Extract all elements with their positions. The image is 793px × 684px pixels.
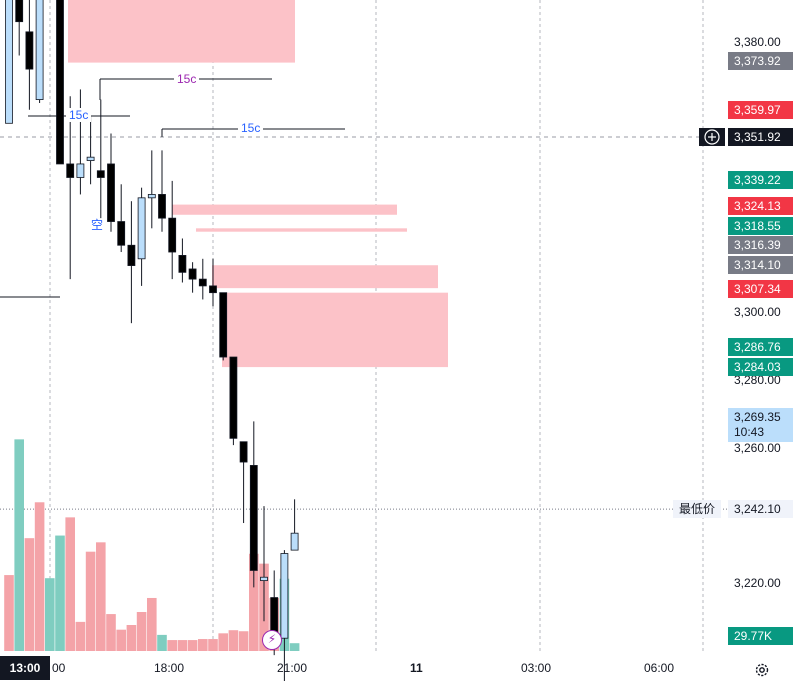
supply-zone <box>68 0 295 63</box>
price-tick: 3,380.00 <box>734 35 781 49</box>
supply-zone <box>196 228 407 232</box>
crosshair-price-label: 3,351.92 <box>728 128 793 146</box>
volume-bar <box>75 621 86 651</box>
candle-down <box>178 255 187 273</box>
volume-bar <box>14 439 24 651</box>
volume-bar <box>85 551 96 651</box>
price-tick: 3,300.00 <box>734 305 781 319</box>
candle-down <box>188 268 197 280</box>
candle-down <box>158 194 166 219</box>
candle-up <box>86 156 95 161</box>
candle-up <box>147 194 156 199</box>
last-price-value: 3,269.35 <box>734 410 781 424</box>
candle-up <box>76 163 85 178</box>
time-axis[interactable] <box>0 653 728 681</box>
volume-bar <box>116 629 126 651</box>
volume-bar <box>147 597 157 651</box>
timeframe-label-c: 15c <box>66 108 92 122</box>
volume-bar <box>228 630 239 651</box>
timeframe-label-a: 15c <box>174 72 200 86</box>
plus-circle-icon[interactable] <box>699 128 725 146</box>
candle-down <box>229 356 238 439</box>
volume-bar <box>218 633 228 651</box>
volume-bar <box>55 535 65 651</box>
volume-bar <box>238 631 249 651</box>
candle-up <box>280 553 289 639</box>
volume-bar <box>136 612 147 651</box>
volume-bar <box>187 640 198 651</box>
time-tick: 21:00 <box>277 661 308 675</box>
volume-bar <box>106 614 116 651</box>
candle-up <box>35 0 44 100</box>
volume-bar <box>157 634 167 651</box>
volume-bar <box>4 575 14 651</box>
price-label: 3,314.10 <box>728 256 793 274</box>
candle-down <box>96 170 105 178</box>
candle-down <box>249 465 258 571</box>
last-price-label: 3,269.35 10:43 <box>728 408 793 442</box>
volume-bar <box>208 639 218 651</box>
volume-bar <box>96 542 106 651</box>
time-tick: 11 <box>410 661 423 675</box>
time-tick: 18:00 <box>154 661 185 675</box>
candle-down <box>15 0 24 23</box>
price-label: 3,339.22 <box>728 171 793 189</box>
price-label: 3,359.97 <box>728 101 793 119</box>
volume-bar <box>198 639 208 651</box>
price-label: 3,318.55 <box>728 217 793 235</box>
price-label: 3,373.92 <box>728 52 793 70</box>
current-time-label: 13:00 <box>0 656 50 680</box>
gear-icon[interactable] <box>753 661 771 679</box>
short-note-label: 空 <box>91 218 104 232</box>
volume-bar <box>177 640 188 651</box>
candle-down <box>107 163 115 222</box>
candle-up <box>137 197 146 260</box>
candle-up <box>260 576 268 582</box>
time-tick: 00 <box>52 661 66 675</box>
volume-label: 29.77K <box>728 627 793 645</box>
candle-down <box>219 292 228 358</box>
volume-bar <box>24 538 35 651</box>
volume-bar <box>45 578 55 651</box>
candle-down <box>127 244 136 266</box>
price-label: 3,284.03 <box>728 358 793 376</box>
volume-bar <box>289 643 300 651</box>
candle-up <box>290 532 299 551</box>
supply-zone <box>222 292 448 368</box>
price-label: 3,307.34 <box>728 280 793 298</box>
candle-down <box>25 31 34 70</box>
candle-down <box>168 217 177 253</box>
supply-zone <box>172 204 397 215</box>
candle-down <box>66 163 75 178</box>
candles <box>5 0 299 681</box>
price-tick: 3,220.00 <box>734 576 781 590</box>
lightning-icon[interactable]: ⚡︎ <box>262 630 282 650</box>
candle-down <box>56 0 64 165</box>
timeframe-label-b: 15c <box>238 121 264 135</box>
countdown-timer: 10:43 <box>734 425 765 439</box>
low-price-tag: 最低价 <box>673 500 722 518</box>
price-tick: 3,280.00 <box>734 373 781 387</box>
candle-up <box>5 0 13 124</box>
volume-bar <box>126 625 137 651</box>
candle-down <box>209 285 217 294</box>
price-label: 3,324.13 <box>728 197 793 215</box>
price-label: 3,316.39 <box>728 236 793 254</box>
candle-down <box>239 441 248 463</box>
low-price-value: 3,242.10 <box>728 500 793 518</box>
volume-bar <box>34 502 45 651</box>
supply-zones <box>68 0 448 368</box>
price-tick: 3,260.00 <box>734 441 781 455</box>
candle-down <box>117 221 126 246</box>
volume-bar <box>167 640 177 651</box>
supply-zone <box>212 265 438 289</box>
time-tick: 06:00 <box>644 661 675 675</box>
price-label: 3,286.76 <box>728 338 793 356</box>
candle-down <box>198 278 207 287</box>
volume-bar <box>249 553 259 651</box>
time-tick: 03:00 <box>521 661 552 675</box>
volume-bar <box>65 517 75 651</box>
